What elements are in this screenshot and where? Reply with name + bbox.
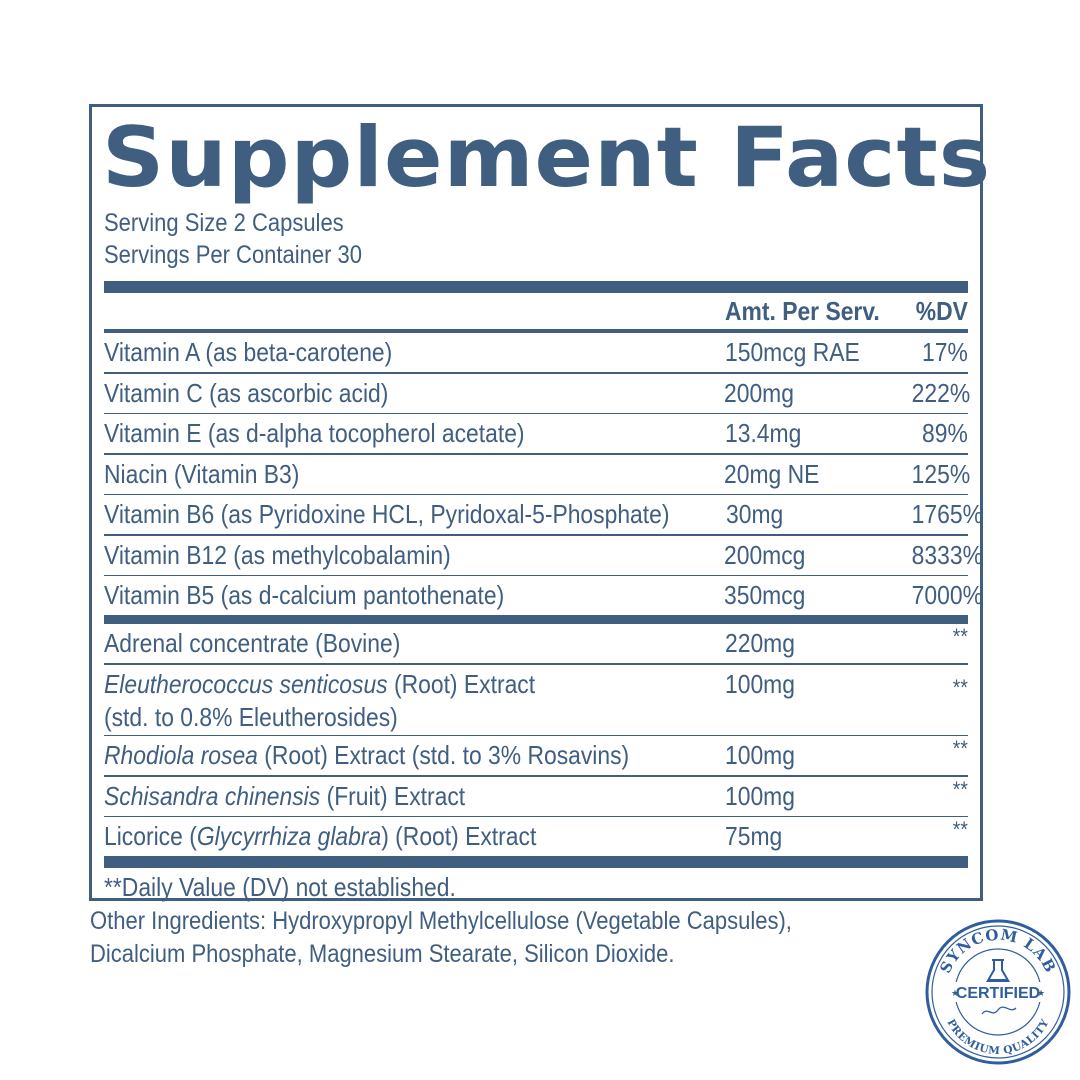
row-divider (104, 734, 968, 736)
ingredient-name: Vitamin A (as beta-carotene) (104, 337, 393, 367)
table-header: Amt. Per Serv. %DV (104, 293, 968, 329)
name-rest: ) (Root) Extract (381, 821, 537, 851)
section-divider (104, 615, 968, 624)
ingredient-amount: 100mg (724, 780, 795, 811)
table-row: Vitamin A (as beta-carotene) 150mcg RAE … (104, 333, 968, 372)
ingredient-name: Vitamin B6 (as Pyridoxine HCL, Pyridoxal… (104, 499, 670, 529)
ingredient-amount: 20mg NE (724, 458, 820, 489)
table-row: Vitamin E (as d-alpha tocopherol acetate… (104, 414, 968, 453)
row-divider (104, 663, 968, 665)
ingredient-name: Rhodiola rosea (Root) Extract (std. to 3… (104, 740, 650, 771)
ingredient-amount: 350mcg (724, 580, 806, 610)
ingredient-amount: 100mg (724, 668, 795, 699)
ingredient-dv: 222% (911, 377, 971, 408)
ingredient-amount: 75mg (724, 821, 782, 851)
ingredient-dv: ** (952, 624, 968, 649)
ingredient-dv: 89% (922, 418, 968, 448)
latin-name: Rhodiola rosea (104, 740, 258, 770)
certification-seal: SYNCOM LAB PREMIUM QUALITY CERTIFIED ★ ★ (925, 919, 1071, 1065)
table-row: Schisandra chinensis (Fruit) Extract 100… (104, 777, 968, 816)
ingredient-name: Licorice (Glycyrrhiza glabra) (Root) Ext… (104, 821, 650, 852)
serving-size: Serving Size 2 Capsules (104, 209, 344, 237)
ingredient-name: Vitamin B12 (as methylcobalamin) (104, 539, 451, 570)
latin-name: Eleutherococcus senticosus (104, 668, 388, 699)
bottom-divider (104, 856, 968, 868)
ingredient-name: Niacin (Vitamin B3) (104, 458, 300, 489)
seal-center-text: CERTIFIED (956, 985, 1040, 1002)
star-icon: ★ (1037, 988, 1045, 998)
ingredient-dv: 125% (911, 458, 971, 489)
header-divider (104, 329, 968, 333)
signature-icon (981, 1006, 1017, 1015)
ingredient-dv: ** (952, 817, 968, 842)
row-divider (104, 493, 968, 495)
ingredient-dv: 7000% (911, 580, 983, 610)
servings-per-container: Servings Per Container 30 (104, 241, 363, 269)
header-dv: %DV (915, 295, 968, 326)
name-line2: (std. to 0.8% Eleutherosides) (104, 701, 398, 732)
table-row: Eleutherococcus senticosus (Root) Extrac… (104, 665, 968, 735)
star-icon: ★ (951, 988, 959, 998)
row-divider (104, 412, 968, 414)
dv-footnote: **Daily Value (DV) not established. (104, 872, 456, 902)
row-divider (104, 453, 968, 455)
ingredient-dv: ** (952, 674, 968, 700)
table-row: Niacin (Vitamin B3) 20mg NE 125% (104, 455, 971, 494)
other-ingredients-line2: Dicalcium Phosphate, Magnesium Stearate,… (90, 940, 675, 968)
row-divider (104, 574, 968, 576)
supplement-facts-panel: Supplement Facts Serving Size 2 Capsules… (89, 104, 990, 902)
latin-name: Glycyrrhiza glabra (196, 821, 382, 851)
latin-name: Schisandra chinensis (104, 780, 321, 811)
name-pre: Licorice ( (104, 821, 197, 851)
ingredient-name: Vitamin E (as d-alpha tocopherol acetate… (104, 418, 525, 448)
row-divider (104, 534, 968, 536)
ingredient-amount: 100mg (724, 740, 795, 770)
table-row: Rhodiola rosea (Root) Extract (std. to 3… (104, 736, 968, 775)
ingredient-dv: 1765% (911, 499, 983, 529)
thick-divider (104, 281, 968, 293)
ingredient-amount: 200mcg (724, 539, 806, 570)
ingredient-name: Vitamin B5 (as d-calcium pantothenate) (104, 580, 505, 610)
ingredient-amount: 200mg (724, 377, 795, 408)
ingredient-amount: 13.4mg (724, 418, 801, 448)
ingredient-amount: 220mg (724, 628, 795, 658)
table-row: Licorice (Glycyrrhiza glabra) (Root) Ext… (104, 817, 968, 856)
table-row: Vitamin B5 (as d-calcium pantothenate) 3… (104, 576, 983, 615)
table-row: Vitamin B12 (as methylcobalamin) 200mcg … (104, 536, 983, 575)
name-rest: (Fruit) Extract (320, 780, 466, 811)
table-row: Vitamin C (as ascorbic acid) 200mg 222% (104, 374, 971, 413)
panel-title: Supplement Facts (102, 109, 992, 206)
row-divider (104, 815, 968, 817)
table-row: Vitamin B6 (as Pyridoxine HCL, Pyridoxal… (104, 495, 983, 534)
ingredient-name: Eleutherococcus senticosus (Root) Extrac… (104, 668, 650, 734)
other-ingredients: Other Ingredients: Hydroxypropyl Methylc… (90, 905, 882, 971)
table-row: Adrenal concentrate (Bovine) 220mg ** (104, 624, 968, 663)
row-divider (104, 372, 968, 374)
ingredient-dv: 17% (922, 337, 968, 367)
ingredient-amount: 30mg (726, 499, 784, 529)
ingredient-amount: 150mcg RAE (724, 337, 860, 367)
header-amount: Amt. Per Serv. (724, 295, 880, 326)
ingredient-dv: ** (952, 776, 968, 802)
name-rest: (Root) Extract (387, 668, 536, 699)
ingredient-name: Adrenal concentrate (Bovine) (104, 628, 401, 658)
ingredient-name: Vitamin C (as ascorbic acid) (104, 377, 389, 408)
name-rest: (Root) Extract (std. to 3% Rosavins) (257, 740, 630, 770)
other-ingredients-line1: Other Ingredients: Hydroxypropyl Methylc… (90, 907, 792, 935)
ingredient-name: Schisandra chinensis (Fruit) Extract (104, 781, 650, 812)
ingredient-dv: ** (952, 736, 968, 761)
row-divider (104, 775, 968, 777)
ingredient-dv: 8333% (911, 539, 983, 570)
